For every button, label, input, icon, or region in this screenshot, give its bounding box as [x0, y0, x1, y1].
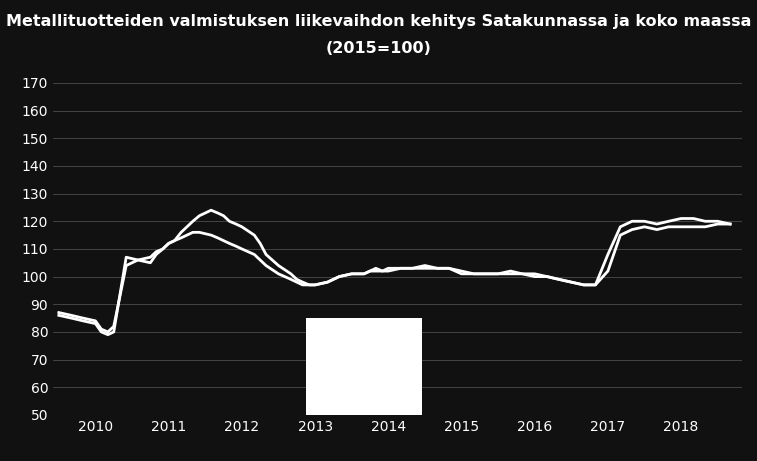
- Text: Metallituotteiden valmistuksen liikevaihdon kehitys Satakunnassa ja koko maassa: Metallituotteiden valmistuksen liikevaih…: [6, 14, 751, 29]
- Bar: [307, 318, 422, 415]
- Text: (2015=100): (2015=100): [326, 41, 431, 57]
